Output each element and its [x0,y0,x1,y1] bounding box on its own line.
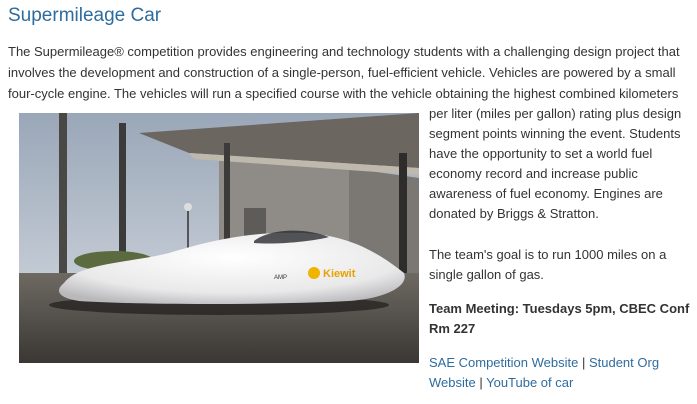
page-title: Supermileage Car [8,5,162,26]
intro-continuation: per liter (miles per gallon) rating plus… [429,106,682,221]
link-separator: | [578,355,589,370]
supermileage-car-photo-icon: Kiewit AMP [19,113,419,363]
intro-paragraph: The Supermileage® competition provides e… [8,44,680,101]
links-row: SAE Competition Website | Student Org We… [429,353,691,393]
youtube-link[interactable]: YouTube of car [486,375,574,390]
side-column: per liter (miles per gallon) rating plus… [429,104,691,393]
car-decal-text: AMP [274,275,287,281]
sae-competition-link[interactable]: SAE Competition Website [429,355,579,370]
team-goal-text: The team's goal is to run 1000 miles on … [429,247,667,282]
student-org-link[interactable]: Student Org Website [429,355,660,390]
sponsor-logo-text: Kiewit [323,268,356,280]
link-separator: | [475,375,487,390]
team-meeting-info: Team Meeting: Tuesdays 5pm, CBEC Conf Rm… [429,301,690,336]
car-photo: Kiewit AMP [19,113,419,363]
